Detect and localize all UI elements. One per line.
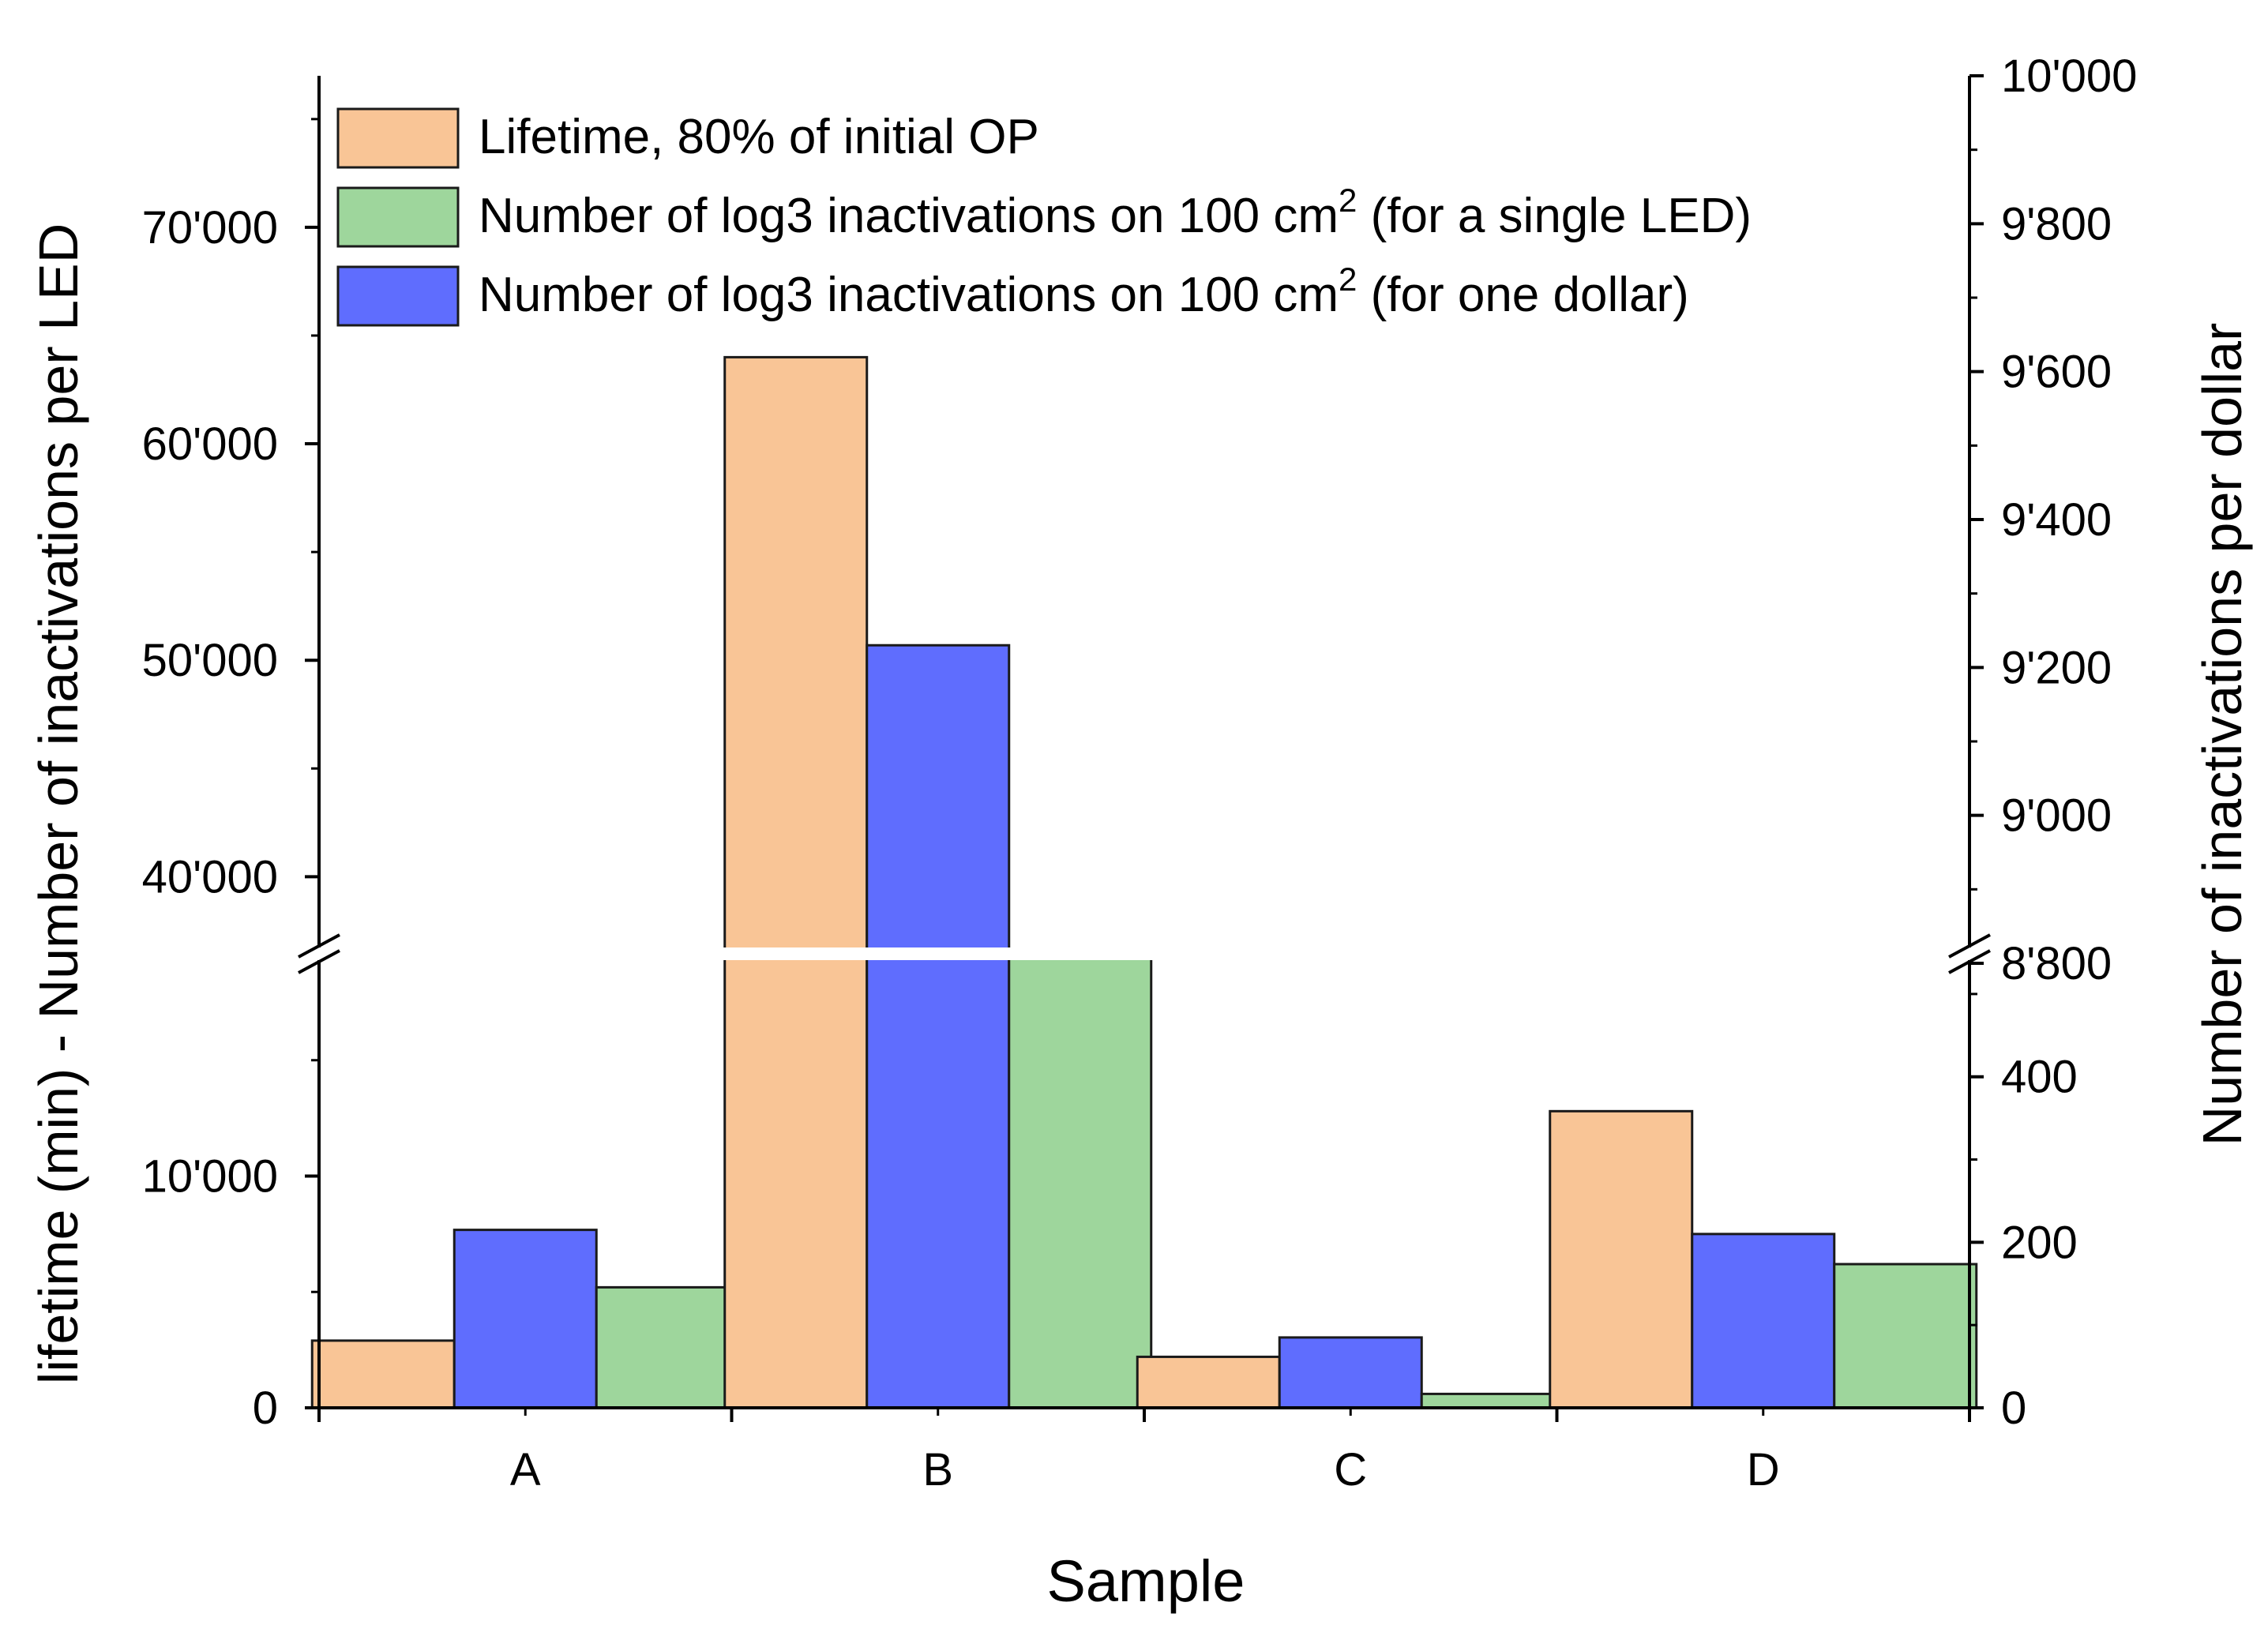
- legend: Lifetime, 80% of initial OP Number of log…: [336, 107, 1752, 327]
- right-tick-label: 9'400: [2001, 494, 2112, 546]
- bar-a-series-2: [452, 1229, 598, 1409]
- left-tick-label: 60'000: [142, 418, 278, 470]
- bar-c-series-2: [1278, 1336, 1423, 1409]
- bar-a-series-3: [595, 1285, 740, 1409]
- axis-break-gap: [295, 947, 1993, 960]
- legend-label-3: Number of log3 inactivations on 100 cm2 …: [479, 261, 1689, 322]
- right-tick-label: 10'000: [2001, 51, 2137, 102]
- bar-c-series-1: [1136, 1355, 1281, 1409]
- right-y-axis-title: Number of inactivations per dollar: [2191, 323, 2253, 1146]
- legend-label-1: Lifetime, 80% of initial OP: [479, 110, 1039, 164]
- bars-layer: [310, 355, 1978, 1409]
- right-tick-label: 400: [2001, 1052, 2078, 1103]
- bar-b-series-1: [723, 355, 869, 1409]
- x-axis-title: Sample: [1047, 1548, 1245, 1614]
- left-tick-label: 70'000: [142, 202, 278, 253]
- x-tick-label-a: A: [510, 1444, 541, 1495]
- bar-a-series-1: [310, 1339, 456, 1409]
- legend-swatch-1: [336, 107, 460, 169]
- left-tick-label: 10'000: [142, 1151, 278, 1203]
- right-tick-label: 9'600: [2001, 347, 2112, 398]
- left-y-axis-title: lifetime (min) - Number of inactivations…: [28, 223, 89, 1384]
- left-tick-label: 50'000: [142, 635, 278, 686]
- right-tick-label: 8'800: [2001, 938, 2112, 989]
- left-tick-label: 0: [253, 1383, 278, 1434]
- bar-b-series-3: [1008, 951, 1153, 1409]
- x-tick-label-c: C: [1334, 1444, 1367, 1495]
- legend-swatch-3: [336, 265, 460, 327]
- ticks-layer: 0 10'000 40'000 50'000 60'000 70'000 0 200 400 8'…: [142, 51, 2138, 1495]
- x-tick-label-b: B: [922, 1444, 953, 1495]
- bar-d-series-1: [1549, 1109, 1694, 1409]
- bar-d-series-3: [1833, 1263, 1978, 1409]
- right-tick-label: 9'800: [2001, 198, 2112, 250]
- right-tick-label: 9'200: [2001, 642, 2112, 693]
- right-tick-label: 9'000: [2001, 790, 2112, 842]
- legend-label-2: Number of log3 inactivations on 100 cm2 …: [479, 182, 1752, 243]
- right-tick-label: 200: [2001, 1217, 2078, 1268]
- left-tick-label: 40'000: [142, 851, 278, 902]
- bar-d-series-2: [1691, 1233, 1836, 1409]
- x-tick-label-d: D: [1747, 1444, 1780, 1495]
- legend-swatch-2: [336, 186, 460, 248]
- right-tick-label: 0: [2001, 1383, 2026, 1434]
- bar-c-series-3: [1420, 1392, 1565, 1409]
- bar-b-series-2: [866, 644, 1011, 1409]
